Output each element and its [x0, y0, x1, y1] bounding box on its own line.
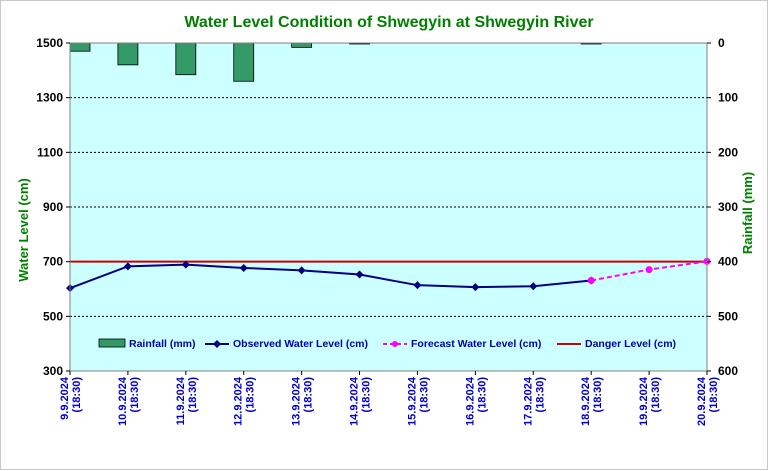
x-tick-label-line: (18:30)	[592, 377, 604, 413]
x-tick-label-line: 15.9.2024	[406, 376, 418, 426]
right-tick-label: 200	[718, 145, 738, 159]
x-tick-label-line: 18.9.2024	[580, 376, 592, 426]
rainfall-bar	[175, 42, 197, 76]
rainfall-bar	[233, 42, 255, 82]
x-tick-label-line: 11.9.2024	[175, 376, 187, 425]
x-tick-label: 10.9.2024(18:30)	[117, 376, 141, 426]
right-tick-label: 300	[718, 200, 738, 214]
x-tick-label: 13.9.2024(18:30)	[291, 376, 315, 426]
x-tick-label-line: (18:30)	[303, 377, 315, 413]
right-tick-label: 500	[718, 309, 738, 323]
x-tick-label: 15.9.2024(18:30)	[406, 376, 430, 426]
x-tick-label-line: (18:30)	[534, 377, 546, 413]
x-tick-label-line: (18:30)	[708, 377, 720, 413]
left-axis-title: Water Level (cm)	[16, 178, 31, 282]
right-tick-label: 100	[718, 91, 738, 105]
legend-observed-label: Observed Water Level (cm)	[233, 338, 368, 350]
observed-water-level-series	[66, 260, 596, 293]
observed-point	[413, 281, 422, 290]
legend: Rainfall (mm) Observed Water Level (cm) Fo…	[98, 338, 676, 350]
x-tick-label-line: 19.9.2024	[638, 376, 650, 426]
x-tick-label-line: 13.9.2024	[291, 376, 303, 426]
legend-forecast-label: Forecast Water Level (cm)	[411, 338, 541, 350]
chart-title: Water Level Condition of Shwegyin at Shw…	[184, 14, 593, 31]
left-tick-label: 500	[43, 309, 63, 323]
x-tick-label: 16.9.2024(18:30)	[464, 376, 488, 426]
observed-point	[123, 262, 132, 271]
legend-rainfall-label: Rainfall (mm)	[129, 338, 196, 350]
x-tick-label-line: 16.9.2024	[464, 376, 476, 426]
observed-point	[239, 263, 248, 272]
right-axis-ticks: 0 100 200 300 400 500 600	[707, 36, 738, 378]
x-tick-label: 20.9.2024(18:30)	[696, 376, 720, 426]
rainfall-bar	[69, 42, 91, 52]
legend-danger-label: Danger Level (cm)	[585, 338, 676, 350]
right-tick-label: 0	[718, 36, 725, 50]
forecast-point	[587, 277, 595, 285]
x-tick-label: 9.9.2024(18:30)	[59, 376, 83, 420]
left-tick-label: 900	[43, 200, 63, 214]
left-tick-label: 700	[43, 255, 63, 269]
left-axis-ticks: 300 500 700 900 1100 1300 1500	[36, 36, 70, 378]
plot-area	[70, 43, 707, 371]
forecast-water-level-series	[587, 257, 711, 285]
rainfall-bar	[117, 42, 139, 66]
observed-point	[471, 283, 480, 292]
x-tick-label: 17.9.2024(18:30)	[522, 376, 546, 426]
x-tick-label-line: (18:30)	[650, 377, 662, 413]
forecast-point	[645, 266, 653, 274]
observed-point	[297, 266, 306, 275]
left-tick-label: 1500	[36, 36, 63, 50]
x-tick-label-line: (18:30)	[71, 377, 83, 413]
observed-line	[69, 263, 592, 290]
legend-observed-marker	[213, 340, 221, 348]
x-tick-label-line: (18:30)	[361, 377, 373, 413]
observed-point	[529, 282, 538, 291]
rainfall-bar	[291, 42, 313, 48]
right-tick-label: 400	[718, 255, 738, 269]
x-tick-label-line: 14.9.2024	[349, 376, 361, 426]
left-tick-label: 1300	[36, 91, 63, 105]
right-tick-label: 600	[718, 364, 738, 378]
observed-point	[181, 260, 190, 269]
legend-rainfall-swatch	[98, 338, 126, 348]
x-tick-label-line: 20.9.2024	[696, 376, 708, 426]
x-tick-label: 19.9.2024(18:30)	[638, 376, 662, 426]
x-tick-label-line: 12.9.2024	[233, 376, 245, 426]
x-tick-label-line: (18:30)	[129, 377, 141, 413]
x-tick-label: 11.9.2024(18:30)	[175, 376, 199, 425]
x-tick-label-line: (18:30)	[245, 377, 257, 413]
x-tick-label-line: (18:30)	[476, 377, 488, 413]
left-tick-label: 300	[43, 364, 63, 378]
legend-forecast-marker	[392, 341, 398, 347]
x-tick-label-line: 9.9.2024	[59, 376, 71, 420]
observed-point	[355, 270, 364, 279]
x-tick-label-line: 10.9.2024	[117, 376, 129, 426]
x-axis-ticks: 9.9.2024(18:30) 10.9.2024(18:30) 11.9.2024…	[59, 371, 720, 426]
right-axis-title: Rainfall (mm)	[740, 172, 755, 254]
left-tick-label: 1100	[37, 145, 63, 159]
x-tick-label-line: (18:30)	[418, 377, 430, 413]
rainfall-bars	[69, 42, 602, 82]
x-tick-label: 14.9.2024(18:30)	[349, 376, 373, 426]
x-tick-label: 12.9.2024(18:30)	[233, 376, 257, 426]
x-tick-label-line: (18:30)	[187, 377, 199, 413]
x-tick-label: 18.9.2024(18:30)	[580, 376, 604, 426]
x-tick-label-line: 17.9.2024	[522, 376, 534, 426]
